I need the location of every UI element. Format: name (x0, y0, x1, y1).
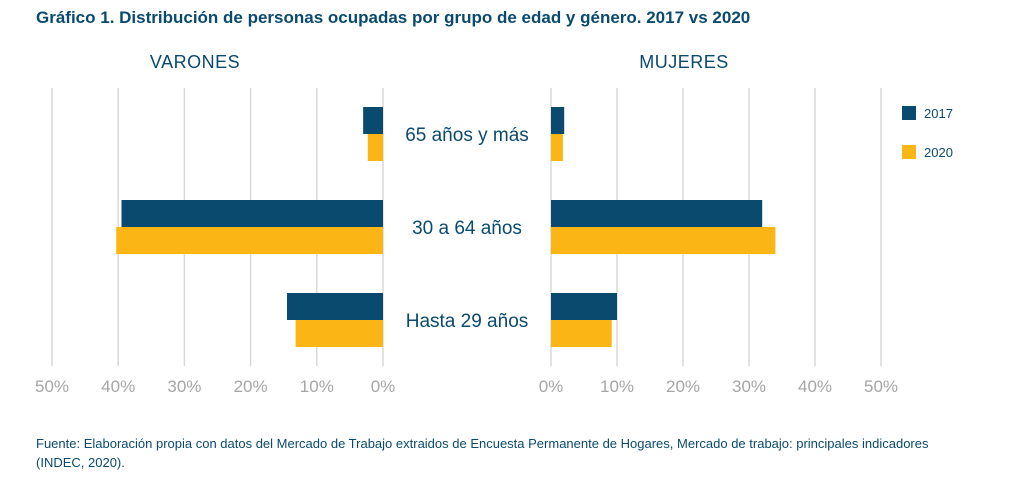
bar-varones-2020-2 (295, 320, 383, 347)
chart-title: Gráfico 1. Distribución de personas ocup… (36, 8, 751, 27)
legend-swatch-2017 (902, 106, 916, 120)
tick-label: 20% (666, 377, 700, 396)
legend-label: 2020 (924, 145, 953, 160)
category-label: Hasta 29 años (406, 311, 529, 332)
bar-varones-2017-0 (363, 107, 383, 134)
bar-mujeres-2017-0 (551, 107, 565, 134)
tick-label: 30% (732, 377, 766, 396)
bar-varones-2017-2 (287, 293, 383, 320)
tick-label: 40% (101, 377, 135, 396)
legend-swatch-2020 (902, 145, 916, 159)
bar-varones-2020-0 (367, 134, 383, 161)
tick-label: 20% (234, 377, 268, 396)
bar-mujeres-2020-2 (551, 320, 612, 347)
category-label: 65 años y más (405, 125, 529, 146)
bar-mujeres-2017-1 (551, 200, 763, 227)
tick-label: 50% (35, 377, 69, 396)
tick-label: 0% (539, 377, 564, 396)
panel-title-mujeres: MUJERES (639, 52, 729, 72)
bar-mujeres-2020-0 (551, 134, 563, 161)
legend-label: 2017 (924, 106, 953, 121)
tick-label: 10% (300, 377, 334, 396)
tick-label: 40% (798, 377, 832, 396)
tick-label: 50% (864, 377, 898, 396)
tick-label: 10% (600, 377, 634, 396)
bar-mujeres-2017-2 (551, 293, 617, 320)
butterfly-bar-chart: 50% 40% 30% 20% 10% 0% VARONES 0% 10% 20% 30% 40% 50… (35, 52, 953, 396)
tick-label: 30% (167, 377, 201, 396)
tick-label: 0% (371, 377, 396, 396)
bar-mujeres-2020-1 (551, 227, 776, 254)
bar-varones-2020-1 (116, 227, 384, 254)
source-note: Fuente: Elaboración propia con datos del… (36, 436, 929, 470)
category-label: 30 a 64 años (412, 218, 522, 239)
panel-title-varones: VARONES (150, 52, 240, 72)
bar-varones-2017-1 (121, 200, 383, 227)
